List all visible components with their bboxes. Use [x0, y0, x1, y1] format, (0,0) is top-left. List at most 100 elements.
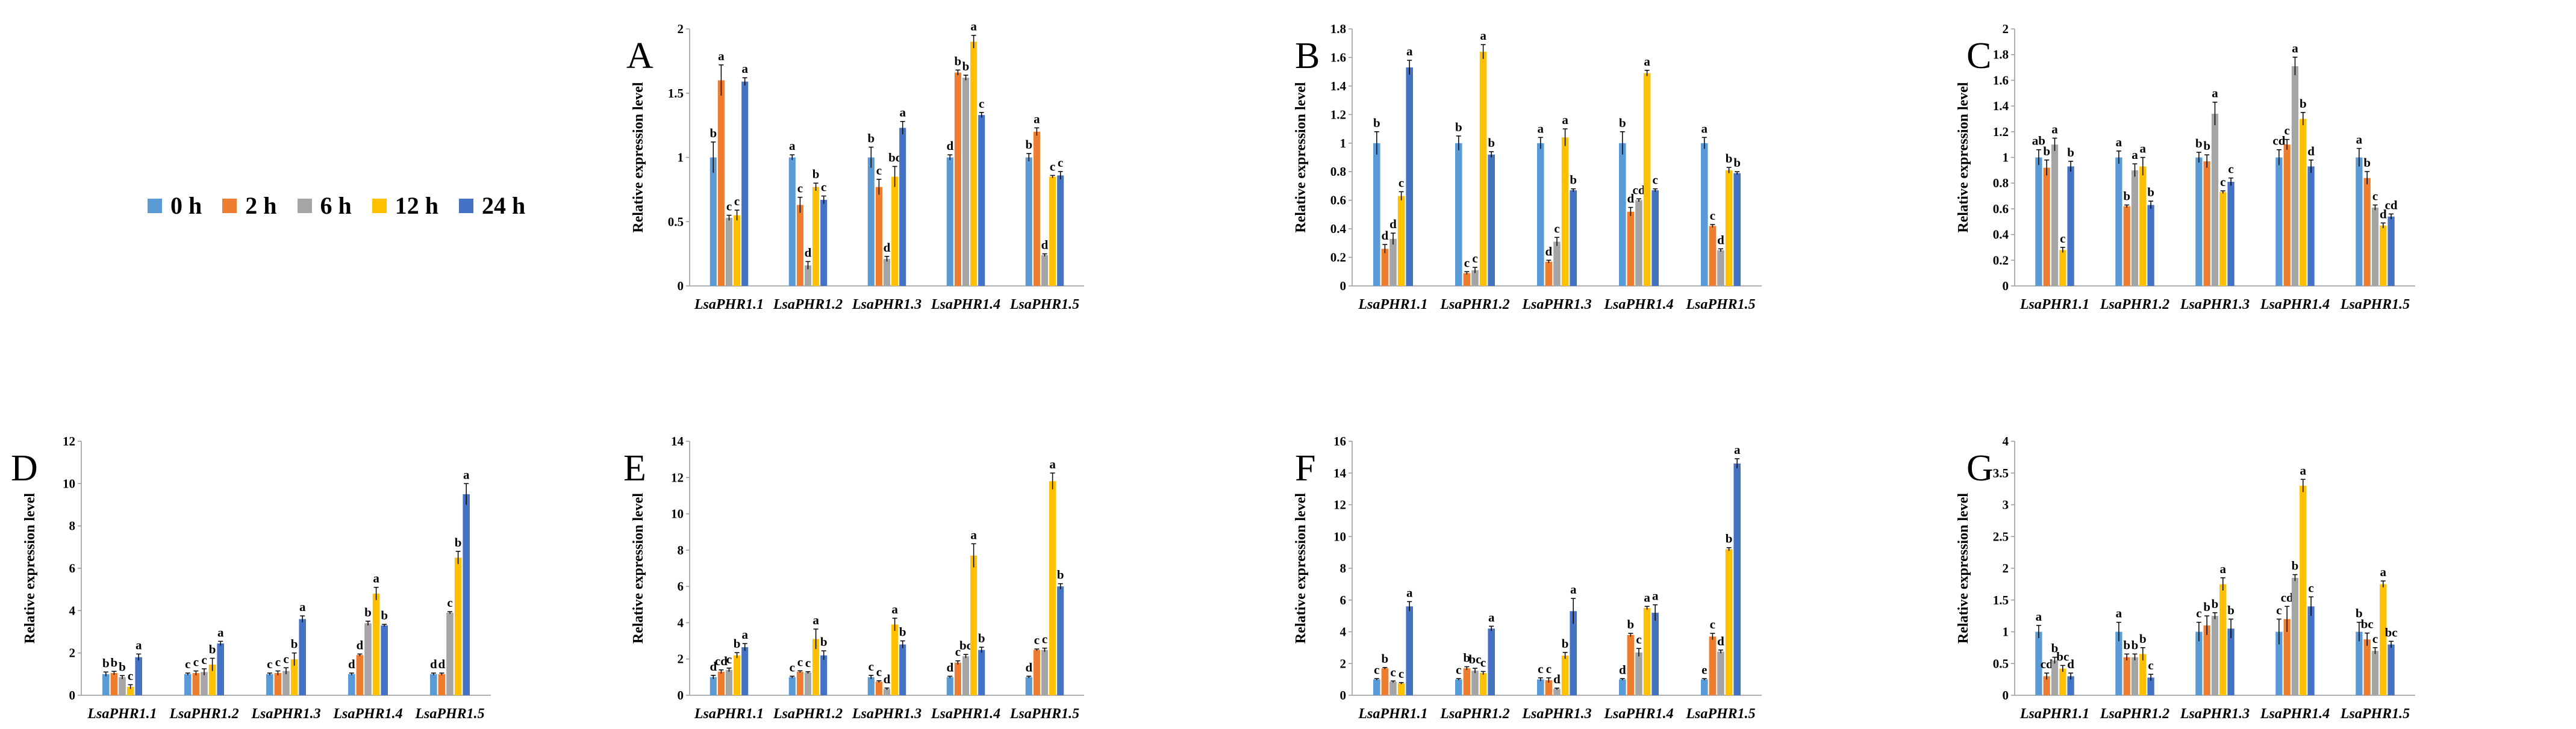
bar-f-1-0: [1455, 679, 1462, 695]
sig-letter-b-1-4: b: [1488, 135, 1495, 150]
sig-letter-c-0-0: ab: [2032, 134, 2045, 148]
chart-panel-a: A Relative expression level 0 0.5 1 1.5 2 LsaPH…: [626, 19, 1084, 312]
legend-item-2h: 2 h: [222, 191, 277, 220]
bar-b-3-3: [1643, 73, 1651, 287]
y-tick-label-a: 0: [678, 279, 684, 293]
bar-e-2-1: [875, 681, 882, 695]
legend-swatch-0h: [148, 198, 162, 213]
y-tick-label-e: 8: [678, 543, 684, 557]
sig-letter-f-0-0: c: [1374, 662, 1379, 677]
sig-letter-a-2-4: a: [899, 105, 906, 120]
y-tick-label-c: 1.2: [1993, 125, 2009, 139]
bar-b-4-3: [1725, 170, 1733, 286]
sig-letter-c-3-1: c: [2284, 123, 2290, 138]
bar-b-0-0: [1373, 143, 1380, 286]
sig-letter-g-3-1: cd: [2281, 590, 2294, 604]
bar-f-0-0: [1373, 679, 1380, 695]
bar-g-4-4: [2387, 644, 2395, 695]
x-category-label-e: LsaPHR1.1: [694, 706, 764, 722]
bar-g-4-3: [2380, 584, 2387, 695]
x-category-label-a: LsaPHR1.5: [1009, 297, 1079, 312]
y-tick-label-f: 14: [1333, 466, 1347, 480]
sig-letter-f-3-4: a: [1652, 589, 1659, 603]
sig-letter-c-2-0: b: [2195, 136, 2203, 150]
sig-letter-g-1-2: b: [2132, 637, 2139, 652]
sig-letter-e-0-4: a: [741, 627, 748, 642]
sig-letter-f-1-4: a: [1488, 610, 1495, 624]
x-category-label-g: LsaPHR1.1: [2019, 706, 2089, 722]
bar-c-2-2: [2211, 113, 2219, 286]
bar-b-1-1: [1463, 273, 1471, 286]
bar-e-4-0: [1025, 677, 1032, 695]
bar-b-1-4: [1488, 154, 1495, 286]
sig-letter-a-4-1: a: [1034, 111, 1040, 126]
bar-c-1-4: [2147, 205, 2154, 286]
sig-letter-b-1-2: c: [1472, 251, 1477, 265]
sig-letter-f-2-1: c: [1546, 662, 1552, 676]
sig-letter-g-4-3: a: [2380, 565, 2387, 579]
x-category-label-c: LsaPHR1.4: [2260, 297, 2330, 312]
x-category-label-f: LsaPHR1.4: [1603, 706, 1673, 722]
sig-letter-d-4-0: d: [430, 657, 437, 671]
bar-f-4-4: [1733, 463, 1741, 695]
bar-e-1-1: [796, 671, 803, 695]
bar-a-1-4: [820, 199, 828, 286]
bar-f-1-4: [1488, 628, 1495, 695]
bar-f-3-0: [1619, 679, 1626, 695]
bar-g-3-2: [2291, 577, 2299, 695]
bar-f-3-2: [1635, 652, 1642, 695]
sig-letter-c-1-4: b: [2147, 185, 2154, 199]
bar-b-4-2: [1717, 250, 1724, 286]
y-tick-label-d: 10: [63, 476, 75, 491]
sig-letter-e-2-3: a: [891, 602, 898, 616]
sig-letter-e-1-3: a: [812, 613, 819, 627]
y-tick-label-d: 8: [69, 519, 76, 533]
y-tick-label-e: 4: [678, 615, 684, 630]
bar-g-3-3: [2300, 485, 2307, 695]
sig-letter-f-0-3: c: [1399, 666, 1404, 681]
bar-c-2-3: [2219, 192, 2227, 286]
sig-letter-e-1-2: c: [805, 656, 811, 670]
y-tick-label-e: 6: [678, 579, 684, 594]
x-category-label-b: LsaPHR1.2: [1439, 297, 1509, 312]
sig-letter-b-3-3: a: [1644, 54, 1650, 69]
panel-letter-a: A: [626, 36, 653, 76]
y-tick-label-f: 0: [1340, 688, 1347, 703]
x-category-label-g: LsaPHR1.4: [2260, 706, 2330, 722]
sig-letter-d-4-2: c: [447, 595, 452, 610]
bar-f-4-2: [1717, 651, 1724, 695]
bar-f-1-1: [1463, 668, 1471, 695]
sig-letter-f-0-4: a: [1406, 585, 1413, 600]
sig-letter-b-0-2: d: [1389, 217, 1397, 231]
sig-letter-e-0-3: b: [734, 636, 741, 651]
y-tick-label-b: 1.8: [1330, 22, 1346, 36]
sig-letter-b-1-1: c: [1464, 255, 1470, 270]
bar-d-3-3: [372, 594, 380, 695]
bar-f-0-2: [1389, 681, 1397, 695]
bar-d-4-3: [454, 557, 462, 695]
bar-c-0-2: [2051, 144, 2059, 286]
bar-d-1-3: [208, 665, 216, 695]
y-tick-label-f: 2: [1340, 656, 1347, 671]
bar-g-0-4: [2067, 676, 2074, 695]
sig-letter-f-1-1: b: [1464, 651, 1471, 665]
sig-letter-f-0-2: c: [1390, 665, 1396, 679]
bar-a-1-1: [796, 205, 803, 286]
sig-letter-e-4-4: b: [1057, 568, 1064, 582]
bar-d-3-1: [356, 655, 364, 695]
y-tick-label-b: 1.4: [1330, 79, 1347, 93]
bar-e-4-2: [1041, 650, 1049, 695]
sig-letter-b-0-0: b: [1373, 116, 1380, 130]
sig-letter-e-4-1: c: [1034, 633, 1040, 647]
bar-c-0-0: [2035, 157, 2042, 286]
y-tick-label-c: 0: [2003, 279, 2009, 293]
y-tick-label-f: 10: [1333, 529, 1346, 544]
x-category-label-a: LsaPHR1.4: [931, 297, 1000, 312]
y-tick-label-c: 1.4: [1993, 99, 2009, 113]
sig-letter-g-0-3: bc: [2056, 649, 2069, 663]
bar-b-2-1: [1545, 261, 1553, 286]
sig-letter-d-3-0: d: [348, 657, 355, 671]
bar-g-2-3: [2219, 584, 2227, 695]
sig-letter-d-4-3: b: [455, 535, 462, 550]
bar-e-2-0: [867, 677, 875, 695]
